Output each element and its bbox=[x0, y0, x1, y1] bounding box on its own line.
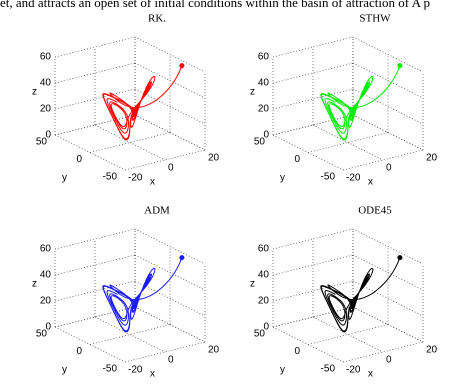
start-point bbox=[179, 63, 185, 69]
x-tick-label: 0 bbox=[168, 163, 174, 174]
grid-line bbox=[352, 228, 424, 265]
grid-line bbox=[94, 124, 166, 161]
y-tick-label: -50 bbox=[321, 172, 336, 183]
grid-line bbox=[134, 36, 206, 73]
z-tick-label: 0 bbox=[45, 322, 51, 333]
x-axis-label: x bbox=[150, 369, 155, 380]
grid-line bbox=[134, 280, 206, 317]
x-tick-label: 20 bbox=[208, 345, 220, 356]
z-tick-label: 60 bbox=[258, 52, 270, 63]
y-tick-label: -50 bbox=[103, 364, 118, 375]
panel-title: RK. bbox=[148, 13, 166, 25]
x-tick-label: 20 bbox=[208, 153, 220, 164]
y-tick-label: 0 bbox=[76, 346, 82, 357]
start-point bbox=[397, 255, 403, 261]
y-tick-label: 0 bbox=[294, 346, 300, 357]
grid-line bbox=[94, 316, 166, 353]
panel-title: STHW bbox=[359, 13, 391, 25]
grid-line bbox=[352, 36, 424, 73]
y-axis-label: y bbox=[62, 365, 67, 376]
x-tick-label: 0 bbox=[386, 355, 392, 366]
y-tick-label: -50 bbox=[103, 172, 118, 183]
grid-line bbox=[352, 88, 424, 125]
z-tick-label: 0 bbox=[263, 130, 269, 141]
x-axis-label: x bbox=[368, 177, 373, 188]
x-tick-label: 0 bbox=[386, 163, 392, 174]
header-text: et, and attracts an open set of initial … bbox=[0, 0, 430, 10]
z-tick-label: 40 bbox=[258, 270, 270, 281]
grid-line bbox=[134, 88, 206, 125]
z-tick-label: 60 bbox=[258, 244, 270, 255]
x-tick-label: -20 bbox=[346, 173, 361, 184]
y-axis-label: y bbox=[280, 173, 285, 184]
y-tick-label: 50 bbox=[36, 329, 48, 340]
y-tick-label: 50 bbox=[36, 137, 48, 148]
z-tick-label: 20 bbox=[40, 104, 52, 115]
z-tick-label: 20 bbox=[40, 296, 52, 307]
grid-line bbox=[312, 124, 384, 161]
panel-title: ODE45 bbox=[358, 205, 392, 217]
panel-title: ADM bbox=[144, 205, 170, 217]
z-tick-label: 0 bbox=[263, 322, 269, 333]
z-axis-label: z bbox=[32, 279, 37, 290]
trajectory bbox=[102, 65, 183, 141]
x-tick-label: 20 bbox=[426, 345, 438, 356]
start-point bbox=[397, 63, 403, 69]
grid-line bbox=[134, 228, 206, 265]
z-tick-label: 0 bbox=[45, 130, 51, 141]
y-axis-label: y bbox=[280, 365, 285, 376]
x-tick-label: -20 bbox=[128, 173, 143, 184]
y-axis-label: y bbox=[62, 173, 67, 184]
z-tick-label: 20 bbox=[258, 104, 270, 115]
y-tick-label: -50 bbox=[321, 364, 336, 375]
x-tick-label: -20 bbox=[128, 365, 143, 376]
z-tick-label: 40 bbox=[258, 78, 270, 89]
grid-line bbox=[312, 316, 384, 353]
z-tick-label: 20 bbox=[258, 296, 270, 307]
x-tick-label: -20 bbox=[346, 365, 361, 376]
y-tick-label: 0 bbox=[76, 154, 82, 165]
trajectory bbox=[320, 257, 401, 333]
x-tick-label: 0 bbox=[168, 355, 174, 366]
z-tick-label: 40 bbox=[40, 78, 52, 89]
x-axis-label: x bbox=[368, 369, 373, 380]
z-tick-label: 60 bbox=[40, 244, 52, 255]
x-axis-label: x bbox=[150, 177, 155, 188]
start-point bbox=[179, 255, 185, 261]
x-tick-label: 20 bbox=[426, 153, 438, 164]
trajectory bbox=[320, 65, 401, 141]
grid-line bbox=[352, 280, 424, 317]
y-tick-label: 0 bbox=[294, 154, 300, 165]
z-tick-label: 60 bbox=[40, 52, 52, 63]
z-axis-label: z bbox=[250, 279, 255, 290]
z-axis-label: z bbox=[32, 87, 37, 98]
y-tick-label: 50 bbox=[254, 329, 266, 340]
trajectory bbox=[102, 257, 183, 333]
z-axis-label: z bbox=[250, 87, 255, 98]
y-tick-label: 50 bbox=[254, 137, 266, 148]
z-tick-label: 40 bbox=[40, 270, 52, 281]
